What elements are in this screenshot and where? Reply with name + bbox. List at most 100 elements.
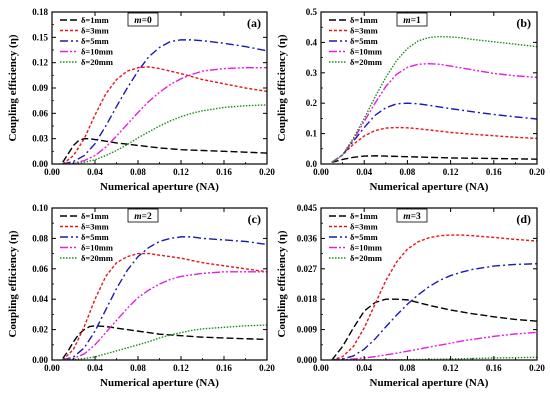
legend-entry: δ=5mm bbox=[81, 232, 109, 242]
panel-tag: (a) bbox=[247, 16, 261, 30]
legend-entry: δ=10mm bbox=[81, 243, 113, 253]
x-tick-label: 0.04 bbox=[356, 167, 372, 177]
y-tick-label: 0.00 bbox=[32, 355, 48, 365]
series-line-3 bbox=[331, 263, 537, 360]
legend-entry: δ=3mm bbox=[350, 26, 378, 36]
legend-entry: δ=20mm bbox=[81, 253, 113, 263]
mode-label: m=0 bbox=[134, 16, 152, 26]
series-line-5 bbox=[62, 104, 267, 164]
panel-d: 0.00 0.04 0.08 0.12 0.16 0.20 0.000 0.009 0.018 0… bbox=[276, 203, 545, 389]
series-line-4 bbox=[62, 67, 267, 164]
y-tick-label: 0.5 bbox=[306, 7, 318, 17]
y-tick-label: 0.000 bbox=[297, 355, 318, 365]
y-tick-label: 0.18 bbox=[32, 7, 48, 17]
legend-entry: δ=1mm bbox=[81, 211, 109, 221]
legend-entry: δ=10mm bbox=[350, 243, 382, 253]
series-line-2 bbox=[331, 234, 537, 360]
series-line-2 bbox=[331, 126, 537, 164]
legend-entry: δ=5mm bbox=[81, 36, 109, 46]
x-tick-label: 0.20 bbox=[529, 167, 545, 177]
series-line-4 bbox=[62, 271, 267, 360]
series-line-1 bbox=[331, 298, 537, 360]
legend-entry: δ=20mm bbox=[350, 57, 382, 67]
y-tick-label: 0.036 bbox=[297, 233, 318, 243]
legend-entry: δ=1mm bbox=[350, 15, 378, 25]
panel-a: 0.00 0.04 0.08 0.12 0.16 0.20 0.00 0.03 0.06 0.09… bbox=[7, 7, 275, 193]
x-tick-label: 0.12 bbox=[443, 363, 459, 373]
series-line-3 bbox=[62, 39, 267, 164]
y-tick-label: 0.02 bbox=[32, 325, 48, 335]
x-axis-label: Numerical aperture (NA) bbox=[100, 377, 219, 389]
legend-entry: δ=20mm bbox=[350, 253, 382, 263]
mode-label-box bbox=[127, 208, 159, 223]
y-tick-label: 0.0 bbox=[306, 159, 318, 169]
panel-tag: (d) bbox=[516, 212, 531, 226]
x-tick-label: 0.00 bbox=[44, 363, 60, 373]
series-line-5 bbox=[331, 35, 537, 164]
y-tick-label: 0.018 bbox=[297, 294, 318, 304]
mode-label: m=2 bbox=[134, 212, 152, 222]
y-tick-label: 0.00 bbox=[32, 159, 48, 169]
y-axis-label: Coupling efficiency (η) bbox=[276, 230, 288, 337]
x-tick-label: 0.20 bbox=[529, 363, 545, 373]
x-tick-label: 0.08 bbox=[130, 167, 146, 177]
y-tick-label: 0.4 bbox=[306, 37, 318, 47]
mode-label: m=1 bbox=[403, 16, 421, 26]
x-tick-label: 0.04 bbox=[87, 363, 103, 373]
x-tick-label: 0.08 bbox=[400, 363, 416, 373]
legend-entry: δ=10mm bbox=[81, 47, 113, 57]
y-tick-label: 0.04 bbox=[32, 294, 48, 304]
y-tick-label: 0.10 bbox=[32, 203, 48, 213]
y-tick-label: 0.09 bbox=[32, 83, 48, 93]
y-tick-label: 0.3 bbox=[306, 68, 318, 78]
legend-entry: δ=1mm bbox=[81, 15, 109, 25]
x-axis-label: Numerical aperture (NA) bbox=[100, 181, 219, 193]
x-tick-label: 0.12 bbox=[173, 363, 189, 373]
panel-tag: (b) bbox=[516, 16, 531, 30]
y-tick-label: 0.045 bbox=[297, 203, 318, 213]
legend-entry: δ=3mm bbox=[350, 222, 378, 232]
y-tick-label: 0.08 bbox=[32, 233, 48, 243]
legend-entry: δ=3mm bbox=[81, 26, 109, 36]
x-axis-label: Numerical aperture (NA) bbox=[370, 181, 489, 193]
x-tick-label: 0.16 bbox=[486, 363, 502, 373]
y-axis-label: Coupling efficiency (η) bbox=[7, 230, 19, 337]
x-tick-label: 0.08 bbox=[400, 167, 416, 177]
legend-entry: δ=5mm bbox=[350, 232, 378, 242]
y-tick-label: 0.1 bbox=[306, 129, 318, 139]
series-line-5 bbox=[62, 324, 267, 360]
legend-entry: δ=5mm bbox=[350, 36, 378, 46]
x-tick-label: 0.00 bbox=[313, 363, 329, 373]
legend-entry: δ=1mm bbox=[350, 211, 378, 221]
legend-entry: δ=10mm bbox=[350, 47, 382, 57]
x-tick-label: 0.16 bbox=[486, 167, 502, 177]
x-tick-label: 0.04 bbox=[87, 167, 103, 177]
x-tick-label: 0.00 bbox=[313, 167, 329, 177]
x-tick-label: 0.20 bbox=[259, 167, 275, 177]
x-axis-label: Numerical aperture (NA) bbox=[370, 377, 489, 389]
y-tick-label: 0.06 bbox=[32, 264, 48, 274]
series-line-1 bbox=[62, 325, 267, 359]
panel-b: 0.00 0.04 0.08 0.12 0.16 0.20 0.0 0.1 0.2 0.3 0.4 0… bbox=[276, 7, 545, 193]
y-tick-label: 0.2 bbox=[306, 98, 318, 108]
mode-label: m=3 bbox=[403, 212, 421, 222]
y-tick-label: 0.12 bbox=[32, 58, 48, 68]
x-tick-label: 0.20 bbox=[259, 363, 275, 373]
x-tick-label: 0.16 bbox=[216, 167, 232, 177]
mode-label-box bbox=[127, 12, 159, 27]
y-tick-label: 0.027 bbox=[297, 264, 318, 274]
y-tick-label: 0.009 bbox=[297, 325, 318, 335]
y-tick-label: 0.06 bbox=[32, 108, 48, 118]
x-tick-label: 0.08 bbox=[130, 363, 146, 373]
y-axis-label: Coupling efficiency (η) bbox=[276, 34, 288, 141]
series-line-4 bbox=[331, 62, 537, 164]
legend-entry: δ=20mm bbox=[81, 57, 113, 67]
panel-c: 0.00 0.04 0.08 0.12 0.16 0.20 0.00 0.02 0.04 0.06… bbox=[7, 203, 275, 389]
series-line-4 bbox=[331, 331, 537, 360]
x-tick-label: 0.12 bbox=[173, 167, 189, 177]
legend-entry: δ=3mm bbox=[81, 222, 109, 232]
x-tick-label: 0.16 bbox=[216, 363, 232, 373]
y-axis-label: Coupling efficiency (η) bbox=[7, 34, 19, 141]
series-line-2 bbox=[62, 66, 267, 164]
